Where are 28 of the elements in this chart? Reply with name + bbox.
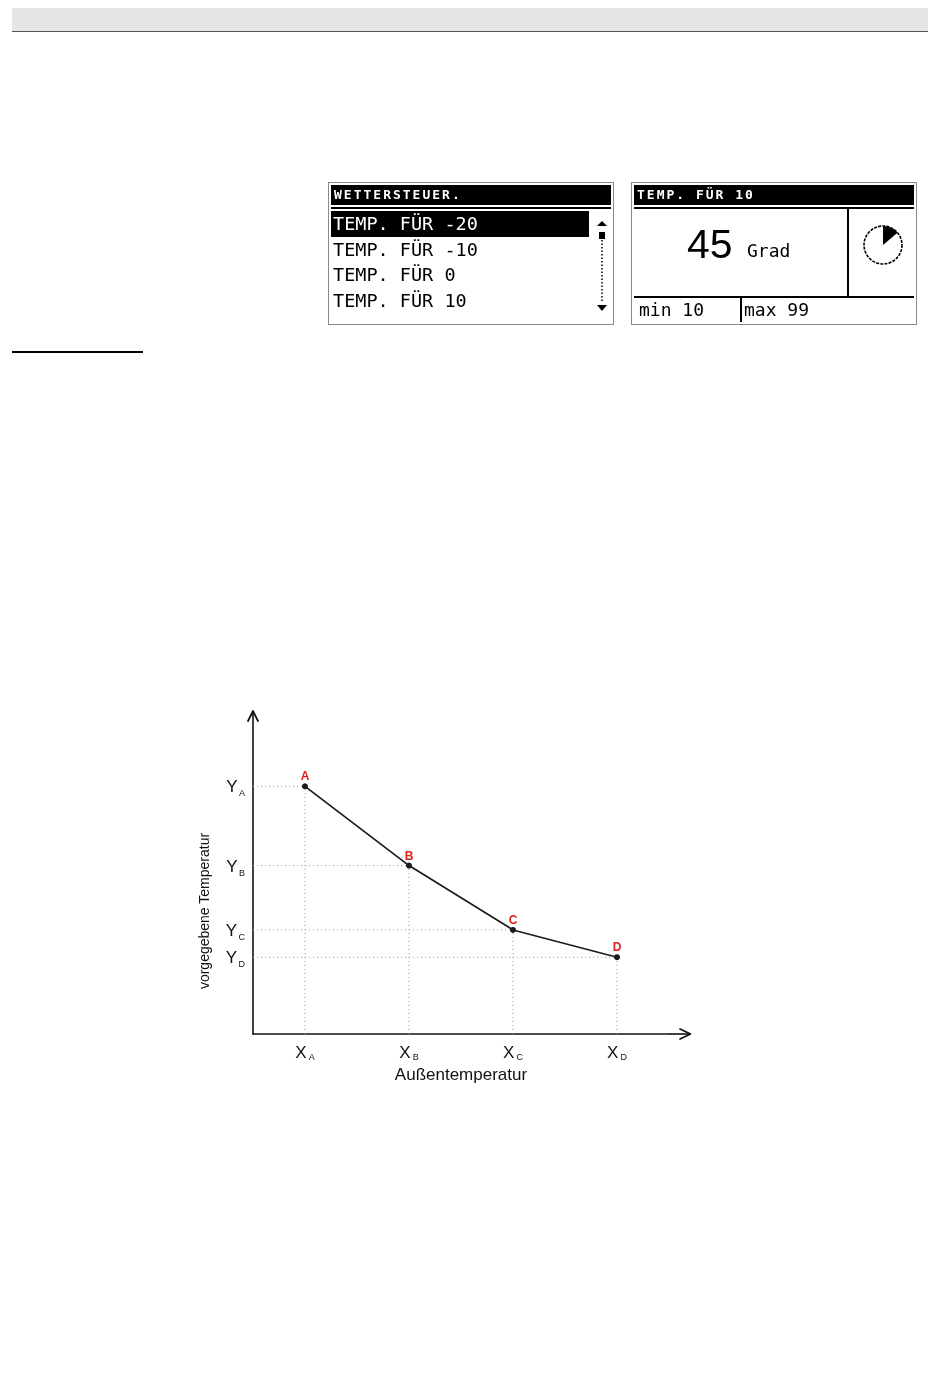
annotation: C xyxy=(508,912,518,927)
point xyxy=(614,954,620,961)
x-tick-label: XC xyxy=(503,1043,524,1062)
text: TEMP. FÜR -10 xyxy=(332,237,479,262)
text: Y$_{B}$ xyxy=(226,856,245,878)
text: Y$_{A}$ xyxy=(226,777,245,799)
text: max 99 xyxy=(744,299,810,321)
x-tick-label: XB xyxy=(399,1043,419,1062)
text: TEMP. FÜR 0 xyxy=(332,263,457,288)
text: min 10 xyxy=(639,299,705,321)
text: TEMP. FÜR 10 xyxy=(634,185,914,205)
text: TEMP. FÜR 10 xyxy=(332,289,468,314)
annotation: B xyxy=(404,848,414,863)
point xyxy=(406,862,412,869)
x-tick-label: XA xyxy=(295,1043,315,1062)
text: TEMP. FÜR -20 xyxy=(331,211,589,237)
point xyxy=(302,783,308,790)
annotation: D xyxy=(612,940,622,955)
point xyxy=(510,926,516,933)
x-axis-title: Außentemperatur xyxy=(394,1064,528,1084)
x-tick-label: XD xyxy=(607,1043,628,1062)
y-axis-title: vorgegebene Temperatur xyxy=(196,832,212,990)
annotation: A xyxy=(300,769,310,784)
text: 45 xyxy=(687,221,733,267)
text: WETTERSTEUER. xyxy=(331,185,611,205)
text: Y$_{D}$ xyxy=(225,948,246,970)
text: Grad xyxy=(747,239,791,263)
text: Y$_{C}$ xyxy=(225,920,246,942)
